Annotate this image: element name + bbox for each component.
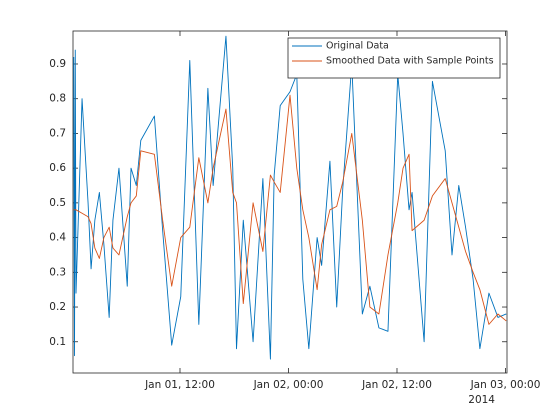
x-secondary-label: 2014 (468, 394, 495, 406)
legend-box (287, 37, 501, 79)
y-tick-label: 0.2 (49, 301, 66, 313)
y-tick-label: 0.8 (49, 93, 66, 105)
x-tick-label: Jan 02, 12:00 (361, 379, 432, 391)
plot-area (72, 30, 508, 374)
legend-label: Smoothed Data with Sample Points (326, 56, 494, 67)
x-tick-label: Jan 03, 00:00 (470, 379, 541, 391)
x-tick-label: Jan 02, 00:00 (253, 379, 324, 391)
y-tick-label: 0.6 (49, 162, 66, 174)
legend: Original Data Smoothed Data with Sample P… (287, 37, 501, 79)
y-tick-label: 0.1 (49, 336, 66, 348)
y-tick-label: 0.9 (49, 58, 66, 70)
legend-label: Original Data (326, 41, 389, 52)
data-line (73, 94, 507, 325)
data-line (73, 35, 507, 360)
y-tick-label: 0.5 (49, 197, 66, 209)
y-tick-label: 0.7 (49, 127, 66, 139)
y-tick-label: 0.3 (49, 266, 66, 278)
y-tick-label: 0.4 (49, 232, 66, 244)
x-tick-label: Jan 01, 12:00 (144, 379, 215, 391)
